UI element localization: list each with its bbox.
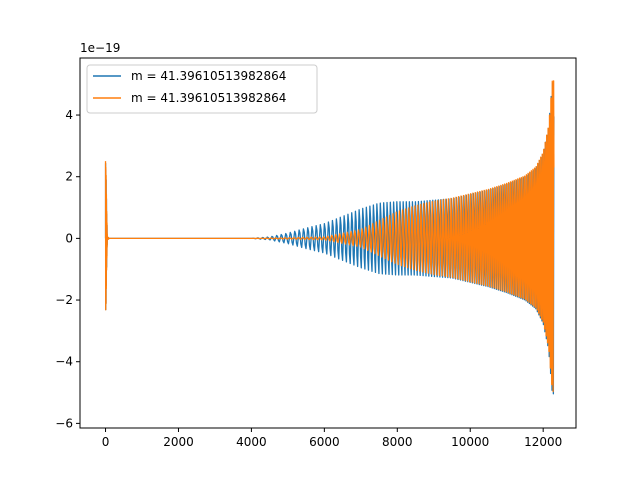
legend: m = 41.39610513982864 m = 41.396105139828… — [86, 64, 318, 114]
legend-label-1: m = 41.39610513982864 — [131, 69, 286, 83]
y-tick-label: 2 — [65, 170, 73, 184]
series-layer — [104, 80, 555, 395]
series-line-2 — [104, 80, 555, 393]
x-tick-label: 4000 — [236, 435, 267, 449]
x-tick-label: 2000 — [163, 435, 194, 449]
legend-label-2: m = 41.39610513982864 — [131, 91, 286, 105]
y-tick-label: 0 — [65, 231, 73, 245]
x-axis: 0 2000 4000 6000 8000 10000 12000 — [102, 428, 562, 449]
x-tick-label: 10000 — [451, 435, 489, 449]
y-axis: −6 −4 −2 0 2 4 — [55, 108, 80, 430]
y-tick-label: −6 — [55, 416, 73, 430]
x-tick-label: 0 — [102, 435, 110, 449]
plot-frame — [79, 57, 577, 429]
y-tick-label: −4 — [55, 355, 73, 369]
y-tick-label: −2 — [55, 293, 73, 307]
x-tick-label: 12000 — [524, 435, 562, 449]
x-tick-label: 8000 — [382, 435, 413, 449]
y-offset-text: 1e−19 — [80, 41, 120, 55]
legend-box — [86, 64, 318, 114]
y-tick-label: 4 — [65, 108, 73, 122]
x-tick-label: 6000 — [309, 435, 340, 449]
